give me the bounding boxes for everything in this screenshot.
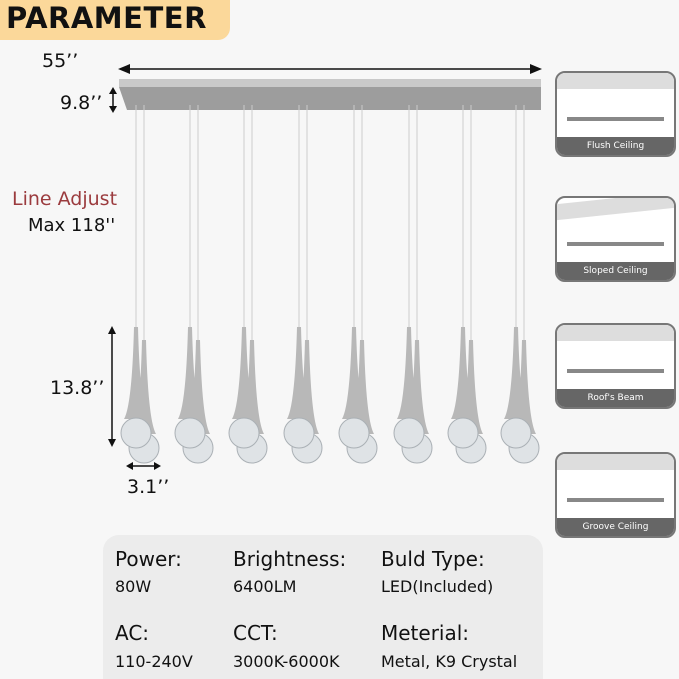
pendant-diameter-label: 3.1’’ — [127, 476, 170, 498]
install-roofs-beam: Roof's Beam — [555, 323, 676, 409]
spec-value: 3000K-6000K — [233, 652, 340, 671]
spec-key: Buld Type: — [381, 547, 485, 571]
line-adjust-label: Line Adjust — [12, 188, 118, 210]
pendants — [120, 105, 540, 464]
spec-value: 80W — [115, 577, 152, 596]
pendant-drop — [120, 105, 152, 449]
pendant-drop — [283, 105, 315, 449]
install-label: Sloped Ceiling — [557, 262, 674, 280]
height-arrow-canopy — [109, 87, 117, 113]
width-label: 55’’ — [42, 50, 79, 72]
diameter-arrow — [126, 462, 161, 470]
spec-key: Power: — [115, 547, 182, 571]
height-arrow-pendant — [108, 326, 116, 447]
spec-key: AC: — [115, 621, 150, 645]
spec-panel: Power: 80W Brightness: 6400LM Buld Type:… — [103, 535, 543, 679]
spec-value: 110-240V — [115, 652, 193, 671]
pendant-drop — [174, 105, 206, 449]
canopy — [119, 79, 541, 110]
pendant-drop — [447, 105, 479, 449]
spec-value: 6400LM — [233, 577, 297, 596]
line-adjust-value: Max 118'' — [28, 215, 116, 236]
spec-key: Meterial: — [381, 621, 470, 645]
page-title: PARAMETER — [6, 1, 207, 35]
pendant-drop — [228, 105, 260, 449]
title-badge — [0, 0, 230, 40]
install-sloped-ceiling: Sloped Ceiling — [555, 196, 676, 282]
canopy-height-label: 9.8’’ — [60, 92, 103, 114]
pendant-drop — [393, 105, 425, 449]
pendant-drop — [500, 105, 532, 449]
install-flush-ceiling: Flush Ceiling — [555, 71, 676, 157]
spec-key: Brightness: — [233, 547, 347, 571]
pendant-height-label: 13.8’’ — [50, 377, 105, 399]
spec-value: Metal, K9 Crystal — [381, 652, 518, 671]
install-label: Groove Ceiling — [557, 518, 674, 536]
width-arrow — [118, 64, 542, 74]
install-groove-ceiling: Groove Ceiling — [555, 452, 676, 538]
install-label: Roof's Beam — [557, 389, 674, 407]
install-label: Flush Ceiling — [557, 137, 674, 155]
spec-value: LED(Included) — [381, 577, 494, 596]
pendant-drop — [338, 105, 370, 449]
spec-key: CCT: — [233, 621, 278, 645]
